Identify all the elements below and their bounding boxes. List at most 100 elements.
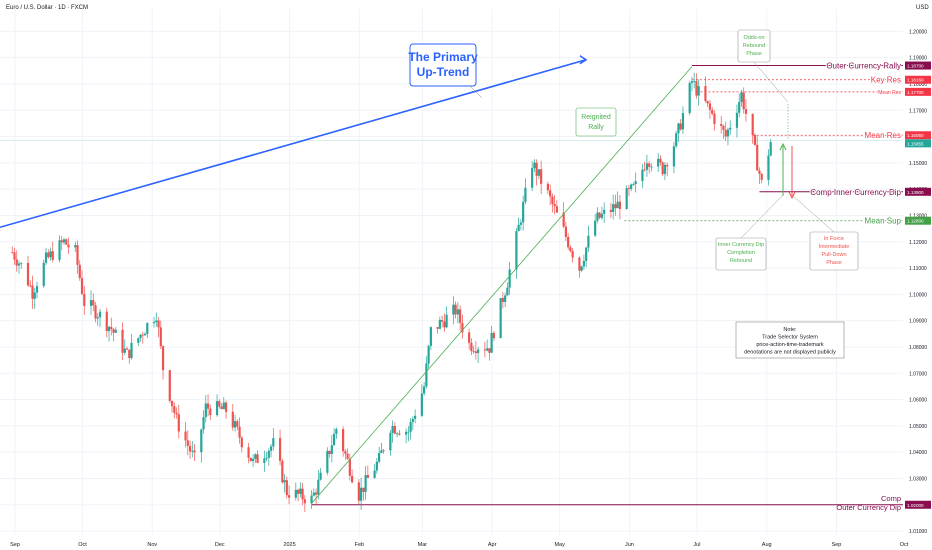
candle-body bbox=[335, 429, 338, 434]
candle-body bbox=[254, 454, 257, 459]
candle-body bbox=[753, 135, 757, 145]
price-tag bbox=[905, 216, 931, 225]
price-tag-label: 1.13900 bbox=[907, 190, 924, 195]
candle-body bbox=[472, 351, 475, 352]
candle-body bbox=[501, 297, 504, 302]
note-label: Trade Selector System bbox=[762, 335, 818, 341]
candle-body bbox=[488, 348, 491, 353]
odds-on-label: Phase bbox=[746, 51, 762, 57]
candle-body bbox=[594, 220, 597, 236]
candle-body bbox=[549, 190, 552, 197]
candle-body bbox=[641, 169, 644, 182]
candle-body bbox=[546, 183, 549, 191]
price-tag-label: 1.12800 bbox=[907, 219, 924, 224]
price-tag bbox=[905, 187, 931, 196]
candle-body bbox=[580, 266, 583, 271]
candle-body bbox=[627, 188, 631, 189]
candle-body bbox=[396, 433, 399, 435]
candle-body bbox=[29, 285, 32, 287]
pulldown-arrowhead bbox=[788, 191, 796, 200]
candle-body bbox=[596, 212, 599, 221]
candle-body bbox=[209, 408, 212, 416]
candle-body bbox=[540, 169, 543, 184]
candle-body bbox=[531, 167, 534, 188]
candle-body bbox=[729, 127, 732, 130]
candle-body bbox=[60, 240, 63, 243]
candle-body bbox=[267, 450, 270, 458]
candle-body bbox=[515, 231, 518, 270]
note-label: price-action-time-trademark bbox=[756, 342, 823, 348]
candle-body bbox=[769, 142, 772, 156]
price-axis[interactable]: 1.200001.190001.180001.170001.160001.150… bbox=[903, 0, 932, 550]
level-label: Outer Currency Dip bbox=[836, 503, 901, 512]
candle-body bbox=[96, 317, 99, 319]
candle-body bbox=[643, 169, 646, 171]
candle-body bbox=[657, 158, 660, 167]
price-tick-label: 1.13000 bbox=[909, 213, 927, 219]
candle-body bbox=[67, 244, 70, 248]
candle-body bbox=[155, 320, 158, 323]
candle-body bbox=[301, 488, 304, 500]
price-tag-label: 1.15855 bbox=[907, 141, 924, 146]
candle-body bbox=[445, 314, 448, 328]
time-tick-label: Jun bbox=[625, 542, 634, 548]
candle-body bbox=[125, 348, 129, 350]
candle-body bbox=[659, 158, 662, 163]
candle-body bbox=[697, 86, 700, 96]
candle-body bbox=[42, 262, 45, 287]
candle-body bbox=[537, 169, 540, 176]
candle-body bbox=[20, 262, 23, 264]
candle-body bbox=[587, 235, 590, 248]
candle-body bbox=[666, 164, 669, 167]
candle-body bbox=[524, 187, 527, 202]
candle-body bbox=[679, 123, 682, 130]
level-label: Mean Res bbox=[878, 90, 901, 96]
candle-body bbox=[720, 124, 723, 126]
candle-body bbox=[760, 173, 763, 180]
candle-body bbox=[454, 304, 457, 315]
candle-body bbox=[186, 440, 189, 446]
candle-body bbox=[612, 204, 615, 212]
candle-body bbox=[357, 482, 360, 501]
candle-body bbox=[299, 488, 302, 494]
candle-body bbox=[220, 406, 223, 410]
price-tick-label: 1.09000 bbox=[909, 319, 927, 325]
candle-body bbox=[78, 264, 81, 279]
level-label: Comp Inner Currency Dip bbox=[810, 188, 901, 197]
candle-body bbox=[231, 411, 234, 428]
pulldown-label: Intermediate bbox=[819, 244, 850, 250]
candle-body bbox=[564, 226, 568, 237]
candle-body bbox=[65, 239, 68, 245]
price-tag bbox=[905, 500, 931, 509]
candle-body bbox=[630, 184, 633, 189]
candle-body bbox=[184, 431, 187, 441]
time-tick-label: Aug bbox=[762, 542, 772, 548]
candle-body bbox=[51, 251, 54, 260]
candle-body bbox=[407, 431, 410, 433]
price-tick-label: 1.05000 bbox=[909, 424, 927, 430]
candle-body bbox=[461, 322, 464, 333]
candle-body bbox=[553, 203, 556, 207]
candle-body bbox=[645, 163, 649, 170]
pulldown-label: Phase bbox=[826, 260, 842, 266]
candle-body bbox=[31, 285, 34, 299]
candle-body bbox=[438, 319, 441, 329]
rally-channel-line bbox=[311, 66, 693, 504]
time-axis[interactable]: Sep Oct Nov Dec 2025 Feb Mar Apr May Jun Jul Aug Sep… bbox=[10, 542, 909, 548]
price-tag-label: 1.02000 bbox=[907, 503, 924, 508]
candle-body bbox=[492, 332, 495, 339]
note-label: denotations are not displayed publicly bbox=[744, 350, 836, 356]
candle-body bbox=[738, 102, 741, 113]
candle-body bbox=[247, 447, 250, 458]
candle-body bbox=[236, 421, 239, 427]
candle-body bbox=[366, 475, 369, 478]
price-tag bbox=[905, 75, 931, 84]
candle-body bbox=[137, 338, 140, 343]
candle-body bbox=[425, 363, 428, 387]
candle-body bbox=[112, 329, 115, 333]
candle-body bbox=[141, 334, 144, 336]
candle-body bbox=[681, 113, 685, 130]
candle-body bbox=[92, 300, 95, 306]
candle-body bbox=[83, 293, 86, 306]
